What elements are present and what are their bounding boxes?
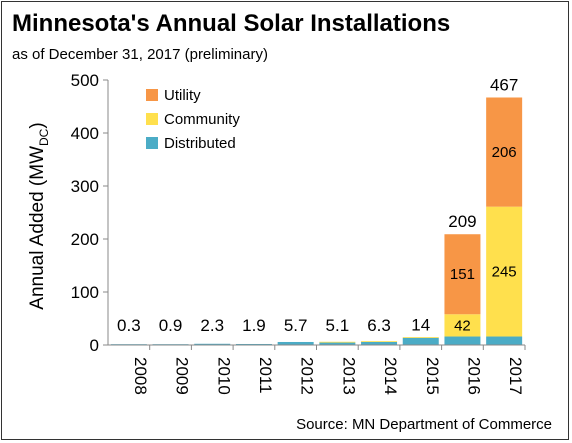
y-axis-label: Annual Added (MWDC) [27,122,51,309]
legend: Utility Community Distributed [146,87,240,152]
total-label-2016: 209 [448,212,476,231]
segment-label-community-2016: 42 [454,317,471,334]
x-tick-label-2012: 2012 [298,357,317,395]
bar-distributed-2014 [361,341,398,345]
axes: 0 100 200 300 400 500 2008 2009 2010 2011 2012 2013… [71,71,526,395]
bar-group [110,97,523,345]
bar-distributed-2015 [402,337,439,345]
bar-utility-2017 [486,97,523,207]
x-tick-label-2010: 2010 [214,357,233,395]
legend-swatch-community [146,113,158,125]
bar-distributed-2011 [235,343,272,345]
x-tick-label-2014: 2014 [381,357,400,395]
total-label-2017: 467 [490,75,518,94]
total-label-2013: 5.1 [326,316,350,335]
bar-distributed-2016 [444,336,481,345]
y-tick-label: 500 [71,71,99,90]
y-tick-label: 400 [71,124,99,143]
legend-label-utility: Utility [164,87,201,104]
chart-source: Source: MN Department of Commerce [296,416,552,433]
legend-swatch-distributed [146,137,158,149]
bar-community-2016 [444,314,481,337]
bar-distributed-2013 [319,342,356,345]
total-label-2009: 0.9 [159,316,183,335]
y-axis-label-subscript: DC [37,128,51,146]
y-axis-label-close: ) [27,122,48,128]
total-label-2014: 6.3 [367,316,391,335]
x-tick-label-2008: 2008 [131,357,150,395]
y-tick-label: 100 [71,283,99,302]
legend-swatch-utility [146,89,158,101]
y-tick-label: 200 [71,230,99,249]
segment-label-utility-2017: 206 [492,144,517,161]
segment-label-utility-2016: 151 [450,266,475,283]
total-label-2010: 2.3 [200,316,224,335]
y-tick-label: 300 [71,177,99,196]
bar-community-2017 [486,206,523,337]
bar-community-2014 [361,341,398,342]
legend-label-distributed: Distributed [164,135,236,152]
x-tick-label-2009: 2009 [173,357,192,395]
legend-label-community: Community [164,111,240,128]
x-tick-label-2013: 2013 [339,357,358,395]
bar-community-2015 [402,337,439,338]
x-tick-label-2015: 2015 [423,357,442,395]
y-axis-label-main: Annual Added (MW [27,146,48,310]
bar-distributed-2010 [194,343,231,345]
bar-community-2013 [319,341,356,343]
y-tick-label: 0 [90,336,99,355]
x-tick-label-2017: 2017 [506,357,525,395]
bar-distributed-2012 [277,341,314,345]
chart-title: Minnesota's Annual Solar Installations [12,10,451,37]
bar-utility-2016 [444,234,481,315]
segment-label-community-2017: 245 [492,264,517,281]
data-labels: 0.3 0.9 2.3 1.9 5.7 5.1 6.3 14 42 151 209 245 206 467 [117,75,518,335]
bar-distributed-2017 [486,336,523,345]
total-label-2011: 1.9 [242,316,266,335]
total-label-2012: 5.7 [284,316,308,335]
total-label-2015: 14 [411,316,430,335]
chart-subtitle: as of December 31, 2017 (preliminary) [12,46,268,63]
total-label-2008: 0.3 [117,316,141,335]
x-tick-label-2016: 2016 [464,357,483,395]
x-tick-label-2011: 2011 [256,357,275,394]
